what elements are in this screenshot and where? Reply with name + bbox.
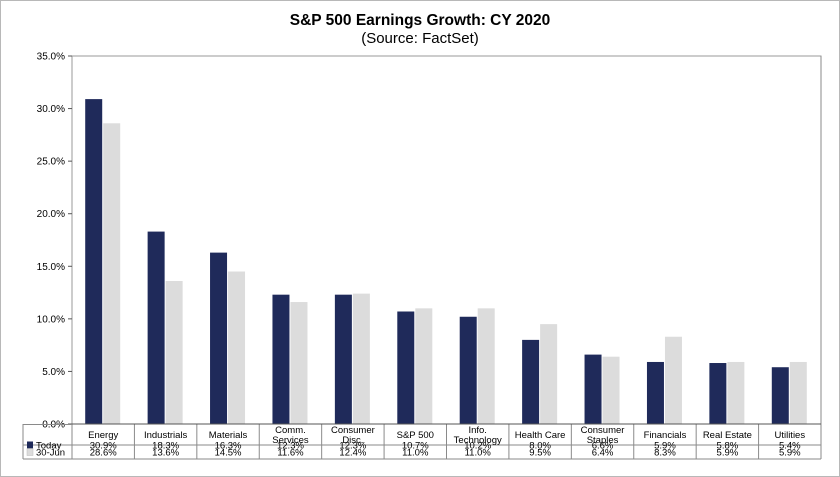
data-label: 5.9% xyxy=(779,448,801,459)
data-label: 11.6% xyxy=(277,448,304,459)
data-label: 8.3% xyxy=(654,448,676,459)
category-label: Consumer xyxy=(581,425,625,436)
data-label: 5.9% xyxy=(717,448,739,459)
category-label: Financials xyxy=(644,430,687,441)
bar-30-jun-10 xyxy=(727,361,745,424)
chart-title: S&P 500 Earnings Growth: CY 2020 xyxy=(290,12,550,29)
data-label: 9.5% xyxy=(529,448,551,459)
bar-today-5 xyxy=(397,311,415,424)
data-label: 8.0% xyxy=(529,441,551,452)
category-label: Info. xyxy=(468,425,487,436)
y-tick-label: 5.0% xyxy=(42,367,65,378)
category-label: Services xyxy=(272,435,309,446)
bar-30-jun-0 xyxy=(103,123,121,424)
category-label: Energy xyxy=(88,430,118,441)
chart-subtitle: (Source: FactSet) xyxy=(361,30,479,47)
bar-today-10 xyxy=(709,363,727,424)
data-label: 16.3% xyxy=(215,441,242,452)
bar-today-1 xyxy=(147,231,165,424)
bar-30-jun-2 xyxy=(228,271,246,424)
data-label: 14.5% xyxy=(215,448,242,459)
category-label: Utilities xyxy=(774,430,805,441)
bar-today-3 xyxy=(272,294,290,424)
bar-30-jun-3 xyxy=(290,302,308,424)
legend-label: Today xyxy=(36,441,62,452)
data-label: 12.3% xyxy=(339,441,366,452)
category-label: Health Care xyxy=(515,430,566,441)
category-label: Staples xyxy=(587,435,619,446)
y-tick-label: 30.0% xyxy=(37,104,65,115)
y-tick-label: 35.0% xyxy=(37,52,65,63)
category-label: Technology xyxy=(454,435,502,446)
bar-today-11 xyxy=(771,367,789,424)
y-tick-label: 25.0% xyxy=(37,157,65,168)
data-label: 12.4% xyxy=(339,448,366,459)
bar-today-6 xyxy=(459,316,477,424)
bar-30-jun-11 xyxy=(789,361,807,424)
bar-30-jun-1 xyxy=(165,281,183,424)
bar-today-8 xyxy=(584,354,602,424)
y-tick-label: 15.0% xyxy=(37,262,65,273)
legend-key-30-jun xyxy=(26,448,34,456)
category-label: Materials xyxy=(209,430,248,441)
data-label: 11.0% xyxy=(465,448,492,459)
data-label: 18.3% xyxy=(152,441,179,452)
category-label: S&P 500 xyxy=(397,430,434,441)
y-tick-label: 20.0% xyxy=(37,209,65,220)
data-label: 13.6% xyxy=(152,448,179,459)
category-label: Real Estate xyxy=(703,430,752,441)
bar-today-9 xyxy=(646,361,664,424)
bar-today-4 xyxy=(334,294,352,424)
bar-today-2 xyxy=(210,252,228,424)
bar-today-7 xyxy=(522,339,540,424)
bar-30-jun-8 xyxy=(602,356,620,424)
bar-30-jun-9 xyxy=(664,336,682,424)
plot-area-border xyxy=(71,55,822,425)
data-label: 12.3% xyxy=(277,441,304,452)
bar-30-jun-5 xyxy=(415,308,433,424)
data-label: 6.6% xyxy=(592,441,614,452)
data-label: 5.4% xyxy=(779,441,801,452)
data-label: 11.0% xyxy=(402,448,429,459)
category-label: Consumer xyxy=(331,425,375,436)
legend-key-today xyxy=(27,441,33,449)
data-label: 10.2% xyxy=(464,441,491,452)
bar-30-jun-6 xyxy=(477,308,495,424)
category-label: Industrials xyxy=(144,430,188,441)
data-label: 5.9% xyxy=(654,441,676,452)
data-label: 10.7% xyxy=(402,441,429,452)
legend-label: 30-Jun xyxy=(36,448,65,459)
data-label: 30.9% xyxy=(90,441,117,452)
data-label: 5.8% xyxy=(717,441,739,452)
category-label: Disc. xyxy=(342,435,363,446)
bar-30-jun-4 xyxy=(352,293,370,424)
data-label: 28.6% xyxy=(90,448,117,459)
bar-today-0 xyxy=(85,99,103,424)
category-label: Comm. xyxy=(275,425,306,436)
y-tick-label: 10.0% xyxy=(37,314,65,325)
bar-30-jun-7 xyxy=(540,324,558,424)
data-label: 6.4% xyxy=(592,448,614,459)
